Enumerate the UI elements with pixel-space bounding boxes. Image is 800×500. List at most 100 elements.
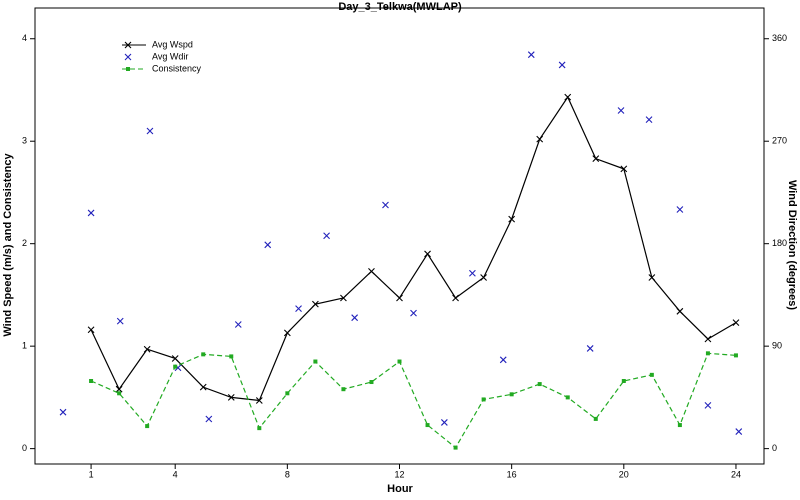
point <box>705 351 710 356</box>
y2-tick-label: 180 <box>772 238 787 248</box>
y-tick-label: 0 <box>22 443 27 453</box>
point <box>733 353 738 358</box>
point <box>229 354 234 359</box>
point <box>469 269 476 277</box>
x-tick-label: 4 <box>173 469 178 479</box>
x-tick-label: 8 <box>285 469 290 479</box>
point <box>735 428 743 435</box>
point <box>527 51 535 59</box>
point <box>173 364 178 369</box>
point <box>116 317 124 325</box>
point <box>649 372 654 377</box>
point <box>227 394 235 401</box>
point <box>199 383 207 391</box>
point <box>508 215 516 223</box>
x-axis-label: Hour <box>387 483 413 495</box>
point <box>340 294 347 302</box>
point <box>117 391 122 396</box>
point <box>115 385 123 393</box>
legend-label: Avg Wspd <box>152 39 193 49</box>
point <box>285 391 290 396</box>
legend-marker <box>124 53 132 61</box>
point <box>452 294 459 302</box>
point <box>146 127 154 135</box>
point <box>145 424 150 429</box>
point <box>234 321 242 328</box>
x-tick-label: 16 <box>507 469 517 479</box>
point <box>592 155 600 163</box>
point <box>264 241 272 249</box>
legend-label: Avg Wdir <box>152 51 188 61</box>
point <box>537 382 542 387</box>
point <box>201 352 206 357</box>
point <box>87 209 95 217</box>
series-line <box>90 352 737 449</box>
y2-axis-label: Wind Direction (degrees) <box>786 180 798 310</box>
point <box>586 345 594 352</box>
point <box>565 395 570 400</box>
y-tick-label: 4 <box>22 33 27 43</box>
point <box>620 165 628 173</box>
point <box>368 267 375 275</box>
point <box>481 397 486 402</box>
point <box>645 116 653 123</box>
point <box>704 335 712 343</box>
point <box>313 359 318 364</box>
point <box>323 232 330 240</box>
point <box>424 250 431 258</box>
point <box>257 426 262 431</box>
point <box>617 107 625 114</box>
point <box>499 356 507 364</box>
point <box>593 416 598 421</box>
chart-title: Day_3_Telkwa(MWLAP) <box>338 1 462 13</box>
y-axis-label: Wind Speed (m/s) and Consistency <box>2 152 14 336</box>
point <box>536 135 544 143</box>
point <box>676 307 684 315</box>
plot-frame <box>34 7 765 465</box>
point <box>87 326 95 334</box>
point <box>283 329 291 337</box>
point <box>351 314 359 322</box>
y-tick-label: 1 <box>22 341 27 351</box>
point <box>369 380 374 385</box>
x-tick-label: 20 <box>619 469 629 479</box>
y2-tick-label: 360 <box>772 33 787 43</box>
y2-tick-label: 90 <box>772 341 782 351</box>
x-tick-label: 1 <box>89 469 94 479</box>
point <box>704 401 712 409</box>
y-tick-label: 3 <box>22 136 27 146</box>
legend-marker <box>126 67 130 71</box>
point <box>311 300 319 308</box>
point <box>480 274 488 281</box>
series-line <box>90 95 737 402</box>
point <box>341 387 346 392</box>
point <box>558 61 566 69</box>
point <box>410 309 417 317</box>
point <box>509 392 514 397</box>
point <box>440 419 448 426</box>
point <box>676 206 684 213</box>
y2-tick-label: 270 <box>772 136 787 146</box>
legend-label: Consistency <box>152 63 202 73</box>
point <box>295 305 302 312</box>
point <box>59 408 67 416</box>
point <box>648 274 656 281</box>
point <box>143 345 151 353</box>
point <box>89 378 94 383</box>
point <box>732 319 740 326</box>
point <box>677 423 682 428</box>
y2-tick-label: 0 <box>772 443 777 453</box>
point <box>621 378 626 383</box>
point <box>205 415 213 423</box>
point <box>396 294 403 302</box>
x-tick-label: 12 <box>394 469 404 479</box>
point <box>382 201 389 209</box>
point <box>255 397 263 404</box>
point <box>171 355 179 362</box>
y-tick-label: 2 <box>22 238 27 248</box>
x-tick-label: 24 <box>731 469 741 479</box>
legend-marker <box>124 41 132 49</box>
point <box>564 93 572 101</box>
